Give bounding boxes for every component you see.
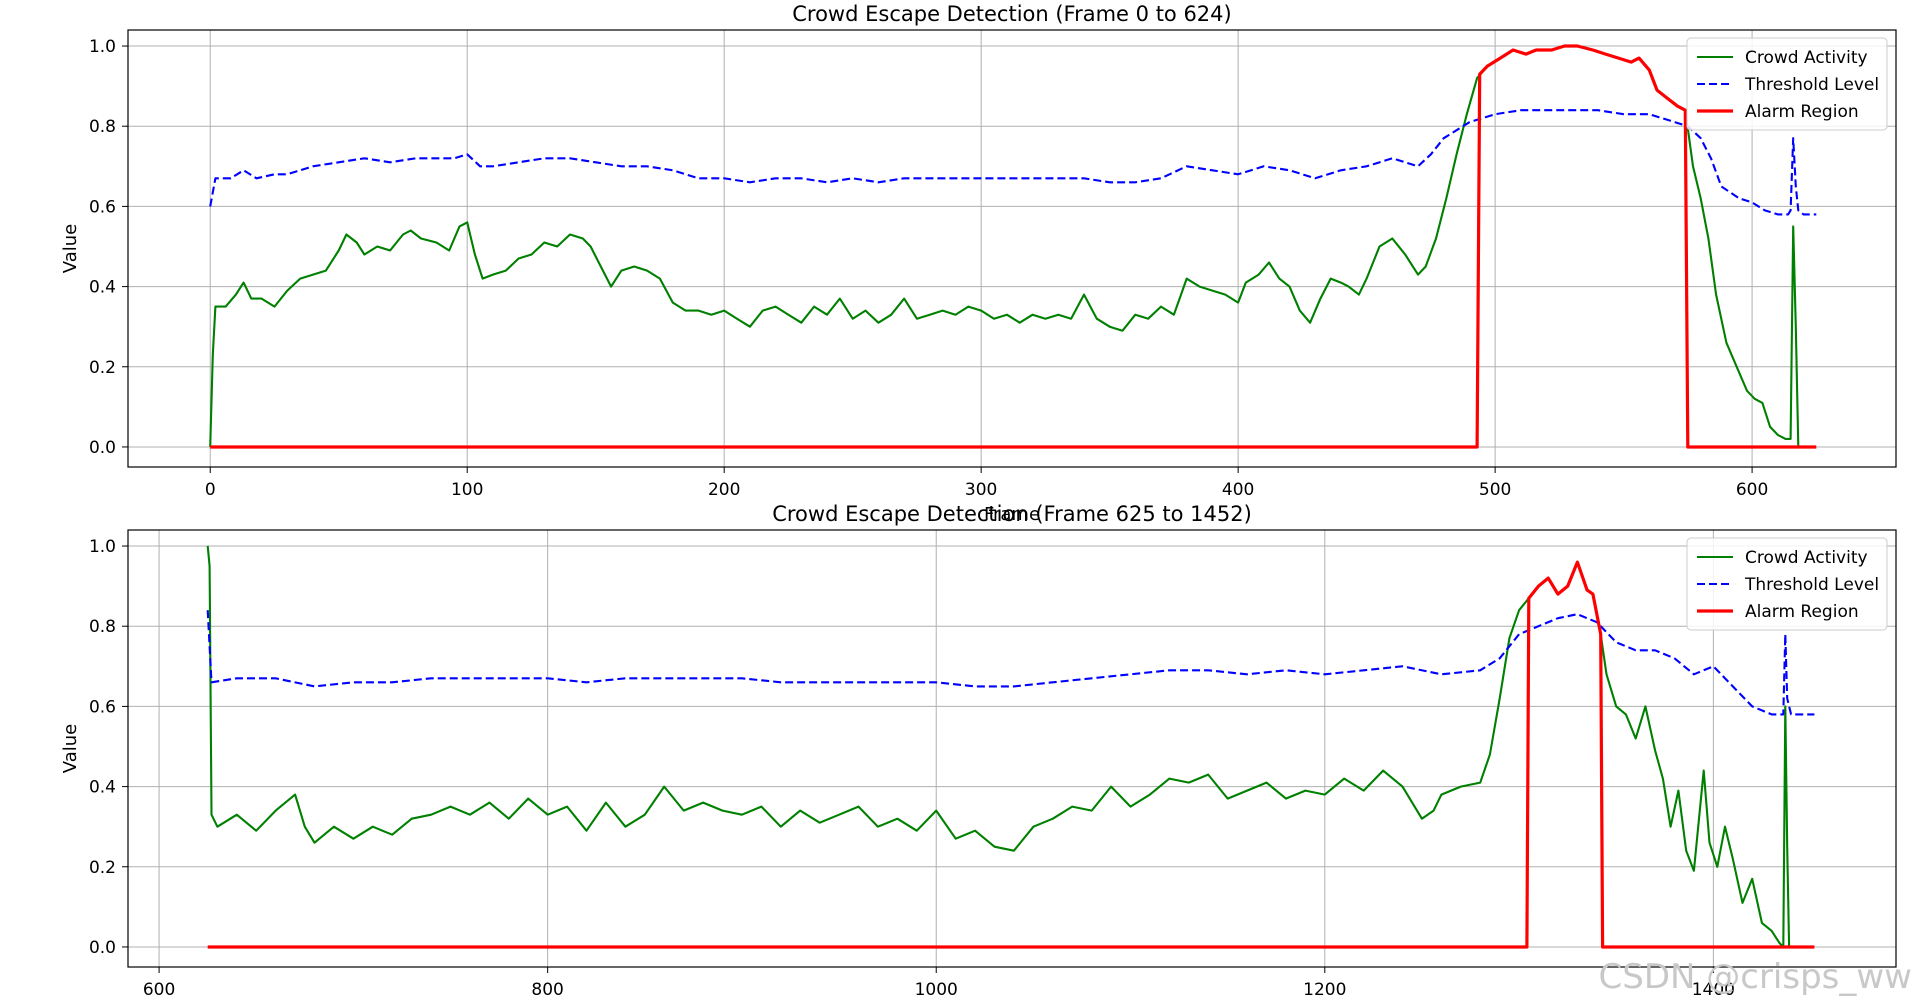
- y-axis-label: Value: [60, 224, 81, 273]
- x-axis-label: Frame: [984, 1004, 1040, 1007]
- watermark: CSDN @crisps_ww: [1599, 957, 1913, 997]
- series-line-alarm-region: [210, 44, 1817, 449]
- x-tick-label: 300: [965, 480, 997, 500]
- y-tick-label: 0.4: [89, 278, 116, 298]
- x-tick-label: 1400: [1692, 980, 1735, 1000]
- y-axis-label: Value: [60, 724, 81, 773]
- x-axis-label: Frame: [984, 504, 1040, 525]
- series-line-alarm-region: [207, 560, 1815, 949]
- x-tick-label: 600: [1736, 480, 1768, 500]
- y-tick-label: 1.0: [89, 537, 116, 557]
- x-tick-label: 200: [708, 480, 740, 500]
- chart-top: 0 100 200 300 400 500 600 0.0 0.2 0.4 0.6 0.8 1.0 Val…: [60, 2, 1897, 525]
- chart-bottom: 600 800 1000 1200 1400 0.0 0.2 0.4 0.6 0.8 1.0 Valu…: [60, 502, 1897, 1007]
- x-tick-label: 1000: [915, 980, 958, 1000]
- x-tick-label: 100: [451, 480, 483, 500]
- series-line-threshold-level: [209, 109, 1817, 216]
- plot-frame: [127, 29, 1897, 468]
- legend-label: Alarm Region: [1745, 602, 1859, 622]
- y-tick-label: 0.8: [89, 617, 116, 637]
- series-line-crowd-activity: [206, 545, 1791, 949]
- y-tick-label: 1.0: [89, 37, 116, 57]
- x-tick-label: 600: [143, 980, 175, 1000]
- x-tick-label: 0: [205, 480, 216, 500]
- y-tick-label: 0.4: [89, 778, 116, 798]
- legend-label: Crowd Activity: [1745, 48, 1868, 68]
- y-tick-label: 0.0: [89, 938, 116, 958]
- plot-frame: [127, 529, 1897, 968]
- y-tick-label: 0.8: [89, 117, 116, 137]
- series-line-crowd-activity: [209, 44, 1800, 448]
- legend-label: Alarm Region: [1745, 102, 1859, 122]
- y-tick-label: 0.6: [89, 697, 116, 717]
- legend-box: [1686, 37, 1888, 131]
- x-tick-label: 500: [1479, 480, 1511, 500]
- x-tick-label: 800: [531, 980, 563, 1000]
- chart-title: Crowd Escape Detection (Frame 0 to 624): [792, 2, 1231, 26]
- x-tick-label: 1200: [1303, 980, 1346, 1000]
- legend-label: Threshold Level: [1744, 575, 1879, 595]
- legend-label: Crowd Activity: [1745, 548, 1868, 568]
- y-tick-label: 0.2: [89, 358, 116, 378]
- x-tick-label: 400: [1222, 480, 1254, 500]
- legend-box: [1686, 537, 1888, 631]
- series-line-threshold-level: [206, 610, 1815, 716]
- y-tick-label: 0.2: [89, 858, 116, 878]
- chart-title: Crowd Escape Detection (Frame 625 to 145…: [772, 502, 1252, 526]
- y-tick-label: 0.0: [89, 438, 116, 458]
- y-tick-label: 0.6: [89, 197, 116, 217]
- legend-label: Threshold Level: [1744, 75, 1879, 95]
